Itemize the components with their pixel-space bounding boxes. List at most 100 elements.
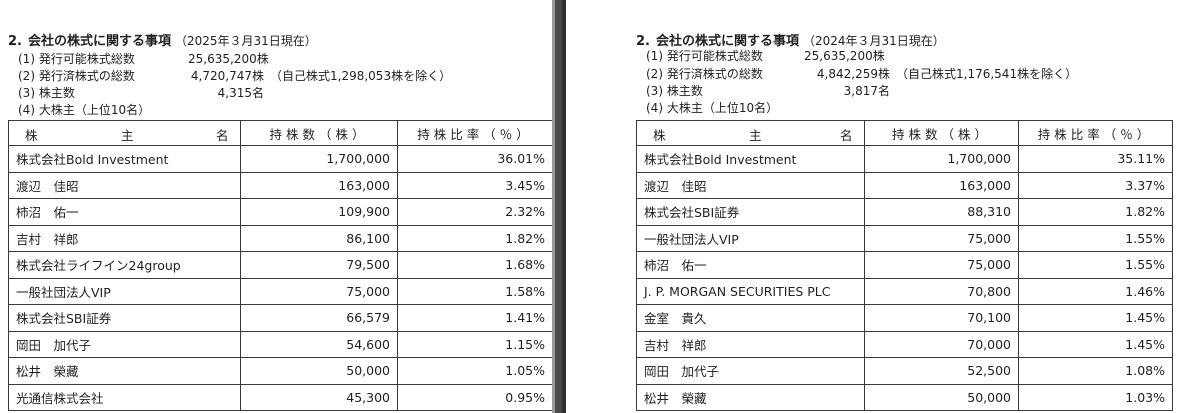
share-count: 50,000	[864, 383, 1019, 411]
shareholder-name: 一般社団法人VIP	[8, 277, 241, 305]
table-row: 株式会社ライフイン24group 79,500 1.68%	[8, 251, 552, 279]
share-count: 75,000	[864, 224, 1019, 252]
share-ratio: 35.11%	[1018, 145, 1173, 173]
share-count: 1,700,000	[864, 145, 1019, 173]
table-header-row: 株 主 名 持株数（株） 持株比率（％）	[636, 120, 1173, 146]
share-ratio: 1.05%	[397, 357, 552, 385]
table-row: 一般社団法人VIP 75,000 1.55%	[636, 224, 1173, 252]
share-ratio: 1.55%	[1018, 224, 1173, 252]
info-row-shareholders: (3) 株主数 3,817名	[646, 82, 1186, 98]
gutter-shadow	[562, 0, 566, 413]
table-row: 岡田 加代子 54,600 1.15%	[8, 330, 552, 358]
share-ratio: 0.95%	[397, 383, 552, 411]
shareholder-name: J. P. MORGAN SECURITIES PLC	[636, 277, 865, 305]
info-row-issued: (2) 発行済株式の総数 4,720,747株 （自己株式1,298,053株を…	[18, 67, 538, 83]
info-note: （自己株式1,176,541株を除く）	[896, 67, 1078, 81]
section-heading: 2. 会社の株式に関する事項 （2025年３月31日現在）	[8, 30, 317, 49]
share-ratio: 1.55%	[1018, 251, 1173, 279]
share-count: 75,000	[240, 277, 398, 305]
shareholder-name: 松井 榮藏	[8, 357, 241, 385]
section-title: 会社の株式に関する事項	[655, 34, 799, 49]
info-label: (3) 株主数	[18, 86, 75, 100]
info-value: 4,842,259株	[816, 67, 890, 81]
major-shareholders-table: 株 主 名 持株数（株） 持株比率（％） 株式会社Bold Investment…	[8, 120, 552, 411]
info-value: 25,635,200株	[188, 52, 269, 66]
info-row-major-holders: (4) 大株主（上位10名）	[646, 99, 1186, 115]
share-count: 70,800	[864, 277, 1019, 305]
share-count: 109,900	[240, 198, 398, 226]
major-shareholders-table: 株 主 名 持株数（株） 持株比率（％） 株式会社Bold Investment…	[636, 120, 1173, 411]
info-label: (2) 発行済株式の総数	[646, 67, 763, 81]
shareholder-name: 渡辺 佳昭	[636, 171, 865, 199]
info-value: 25,635,200株	[804, 49, 885, 63]
share-ratio: 1.41%	[397, 304, 552, 332]
table-header-row: 株 主 名 持株数（株） 持株比率（％）	[8, 120, 552, 146]
info-label: (2) 発行済株式の総数	[18, 69, 135, 83]
left-page: 2. 会社の株式に関する事項 （2025年３月31日現在） (1) 発行可能株式総数…	[0, 0, 552, 413]
page-edge	[552, 0, 555, 413]
shareholder-name: 岡田 加代子	[636, 357, 865, 385]
table-row: J. P. MORGAN SECURITIES PLC 70,800 1.46%	[636, 277, 1173, 305]
share-count: 45,300	[240, 383, 398, 411]
page-gutter	[552, 0, 566, 413]
share-ratio: 1.08%	[1018, 357, 1173, 385]
table-row: 金室 貴久 70,100 1.45%	[636, 304, 1173, 332]
header-shareholder-name: 株 主 名	[8, 120, 241, 146]
share-count: 50,000	[240, 357, 398, 385]
share-count: 70,000	[864, 330, 1019, 358]
info-row-authorized: (1) 発行可能株式総数 25,635,200株	[18, 50, 538, 66]
table-row: 柿沼 佑一 75,000 1.55%	[636, 251, 1173, 279]
shareholder-name: 渡辺 佳昭	[8, 171, 241, 199]
table-row: 株式会社Bold Investment 1,700,000 35.11%	[636, 145, 1173, 173]
share-ratio: 2.32%	[397, 198, 552, 226]
share-count: 163,000	[240, 171, 398, 199]
shareholder-name: 吉村 祥郎	[8, 224, 241, 252]
info-row-authorized: (1) 発行可能株式総数 25,635,200株	[646, 47, 1186, 63]
section-number: 2.	[8, 34, 22, 49]
table-row: 一般社団法人VIP 75,000 1.58%	[8, 277, 552, 305]
share-count: 75,000	[864, 251, 1019, 279]
header-ratio: 持株比率（％）	[397, 120, 552, 146]
share-count: 79,500	[240, 251, 398, 279]
info-note: （自己株式1,298,053株を除く）	[270, 69, 452, 83]
table-row: 渡辺 佳昭 163,000 3.37%	[636, 171, 1173, 199]
share-count: 88,310	[864, 198, 1019, 226]
info-row-shareholders: (3) 株主数 4,315名	[18, 84, 538, 100]
shareholder-name: 株式会社SBI証券	[636, 198, 865, 226]
share-count: 54,600	[240, 330, 398, 358]
info-label: (3) 株主数	[646, 84, 703, 98]
shareholder-name: 光通信株式会社	[8, 383, 241, 411]
shareholder-name: 岡田 加代子	[8, 330, 241, 358]
info-value: 3,817名	[843, 84, 890, 98]
share-count: 163,000	[864, 171, 1019, 199]
share-count: 1,700,000	[240, 145, 398, 173]
table-row: 吉村 祥郎 86,100 1.82%	[8, 224, 552, 252]
table-row: 松井 榮藏 50,000 1.05%	[8, 357, 552, 385]
share-count: 52,500	[864, 357, 1019, 385]
info-label: (1) 発行可能株式総数	[646, 49, 763, 63]
shareholder-name: 柿沼 佑一	[8, 198, 241, 226]
as-of-date: （2025年３月31日現在）	[175, 34, 317, 48]
share-ratio: 1.68%	[397, 251, 552, 279]
shareholder-name: 株式会社Bold Investment	[636, 145, 865, 173]
share-ratio: 36.01%	[397, 145, 552, 173]
shareholder-name: 松井 榮藏	[636, 383, 865, 411]
shareholder-name: 株式会社ライフイン24group	[8, 251, 241, 279]
shareholder-name: 株式会社Bold Investment	[8, 145, 241, 173]
table-row: 株式会社SBI証券 88,310 1.82%	[636, 198, 1173, 226]
info-value: 4,315名	[217, 86, 264, 100]
table-row: 松井 榮藏 50,000 1.03%	[636, 383, 1173, 411]
right-page: 2. 会社の株式に関する事項 （2024年３月31日現在） (1) 発行可能株式総数…	[566, 0, 1200, 413]
shareholder-name: 一般社団法人VIP	[636, 224, 865, 252]
table-row: 渡辺 佳昭 163,000 3.45%	[8, 171, 552, 199]
section-number: 2.	[636, 34, 650, 49]
shareholder-name: 金室 貴久	[636, 304, 865, 332]
section-heading: 2. 会社の株式に関する事項 （2024年３月31日現在）	[636, 30, 945, 49]
share-ratio: 3.37%	[1018, 171, 1173, 199]
table-row: 柿沼 佑一 109,900 2.32%	[8, 198, 552, 226]
share-count: 70,100	[864, 304, 1019, 332]
share-ratio: 1.58%	[397, 277, 552, 305]
share-ratio: 3.45%	[397, 171, 552, 199]
shareholder-name: 株式会社SBI証券	[8, 304, 241, 332]
shareholder-name: 吉村 祥郎	[636, 330, 865, 358]
